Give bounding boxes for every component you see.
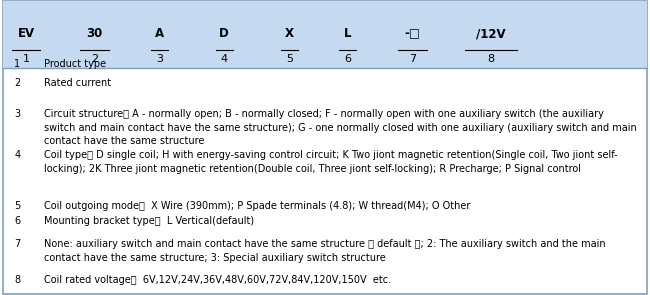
Text: 30: 30 — [86, 27, 103, 40]
Text: -□: -□ — [405, 27, 421, 40]
Text: 3: 3 — [156, 54, 162, 64]
Text: Mounting bracket type：  L Vertical(default): Mounting bracket type： L Vertical(defaul… — [44, 216, 254, 226]
Text: 7: 7 — [410, 54, 416, 64]
Text: Product type: Product type — [44, 59, 107, 69]
Text: 8: 8 — [488, 54, 494, 64]
FancyBboxPatch shape — [3, 1, 647, 294]
Text: Circuit structure： A - normally open; B - normally closed; F - normally open wit: Circuit structure： A - normally open; B … — [44, 109, 637, 146]
Text: 4: 4 — [14, 150, 20, 160]
Text: EV: EV — [18, 27, 34, 40]
Text: 2: 2 — [91, 54, 98, 64]
Text: 1: 1 — [23, 54, 29, 64]
Text: 3: 3 — [14, 109, 20, 119]
Text: 8: 8 — [14, 275, 20, 285]
Text: 5: 5 — [286, 54, 292, 64]
Text: D: D — [219, 27, 229, 40]
Text: L: L — [344, 27, 352, 40]
Text: /12V: /12V — [476, 27, 506, 40]
Text: 4: 4 — [221, 54, 228, 64]
Text: 7: 7 — [14, 239, 21, 249]
Text: Coil rated voltage：  6V,12V,24V,36V,48V,60V,72V,84V,120V,150V  etc.: Coil rated voltage： 6V,12V,24V,36V,48V,6… — [44, 275, 391, 285]
Text: Coil outgoing mode：  X Wire (390mm); P Spade terminals (4.8); W thread(M4); O Ot: Coil outgoing mode： X Wire (390mm); P Sp… — [44, 201, 471, 211]
Text: Rated current: Rated current — [44, 78, 111, 88]
Text: 6: 6 — [14, 216, 20, 226]
Text: A: A — [155, 27, 164, 40]
Text: 1: 1 — [14, 59, 20, 69]
Text: Coil type： D single coil; H with energy-saving control circuit; K Two jiont magn: Coil type： D single coil; H with energy-… — [44, 150, 618, 174]
Text: X: X — [285, 27, 294, 40]
Text: 5: 5 — [14, 201, 21, 211]
Text: 2: 2 — [14, 78, 21, 88]
Text: 6: 6 — [344, 54, 351, 64]
FancyBboxPatch shape — [3, 1, 647, 68]
Text: None: auxiliary switch and main contact have the same structure （ default ）; 2: : None: auxiliary switch and main contact … — [44, 239, 606, 263]
